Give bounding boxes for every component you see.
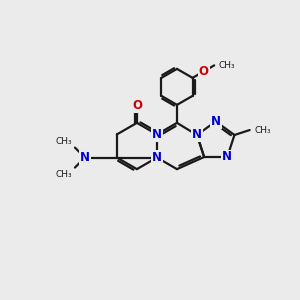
Text: N: N bbox=[152, 128, 162, 141]
Text: CH₃: CH₃ bbox=[55, 169, 72, 178]
Text: N: N bbox=[211, 115, 221, 128]
Text: O: O bbox=[132, 99, 142, 112]
Text: N: N bbox=[152, 151, 162, 164]
Text: N: N bbox=[222, 151, 232, 164]
Text: CH₃: CH₃ bbox=[55, 136, 72, 146]
Text: O: O bbox=[199, 65, 209, 78]
Text: N: N bbox=[80, 151, 90, 164]
Text: CH₃: CH₃ bbox=[255, 126, 271, 135]
Text: N: N bbox=[152, 151, 162, 164]
Text: CH₃: CH₃ bbox=[218, 61, 235, 70]
Text: N: N bbox=[192, 128, 202, 142]
